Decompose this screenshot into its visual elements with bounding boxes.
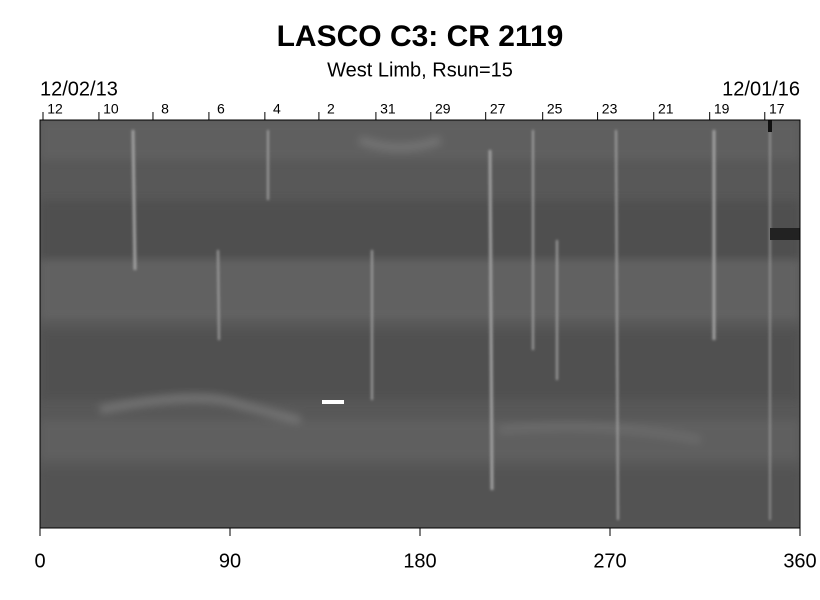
top-tick-label: 25 [547, 101, 563, 117]
top-tick-label: 2 [327, 101, 335, 117]
top-tick-label: 17 [769, 101, 785, 117]
chart-title: LASCO C3: CR 2119 [277, 20, 564, 53]
top-tick-label: 6 [217, 101, 225, 117]
x-tick-label: 180 [403, 550, 436, 572]
x-tick-label: 360 [783, 550, 816, 572]
top-tick-label: 19 [714, 101, 730, 117]
top-tick-label: 31 [380, 101, 396, 117]
synoptic-image [40, 120, 800, 528]
top-tick-label: 27 [490, 101, 506, 117]
x-tick-label: 90 [219, 550, 241, 572]
top-tick-label: 21 [658, 101, 674, 117]
end-date: 12/01/16 [722, 78, 800, 100]
top-tick-label: 12 [47, 101, 63, 117]
top-tick-label: 10 [103, 101, 119, 117]
start-date: 12/02/13 [40, 78, 118, 100]
top-tick-label: 23 [602, 101, 618, 117]
top-tick-label: 8 [161, 101, 169, 117]
x-tick-label: 270 [593, 550, 626, 572]
x-tick-label: 0 [34, 550, 45, 572]
chart-subtitle: West Limb, Rsun=15 [327, 59, 513, 81]
top-tick-label: 4 [273, 101, 281, 117]
top-tick-label: 29 [435, 101, 451, 117]
